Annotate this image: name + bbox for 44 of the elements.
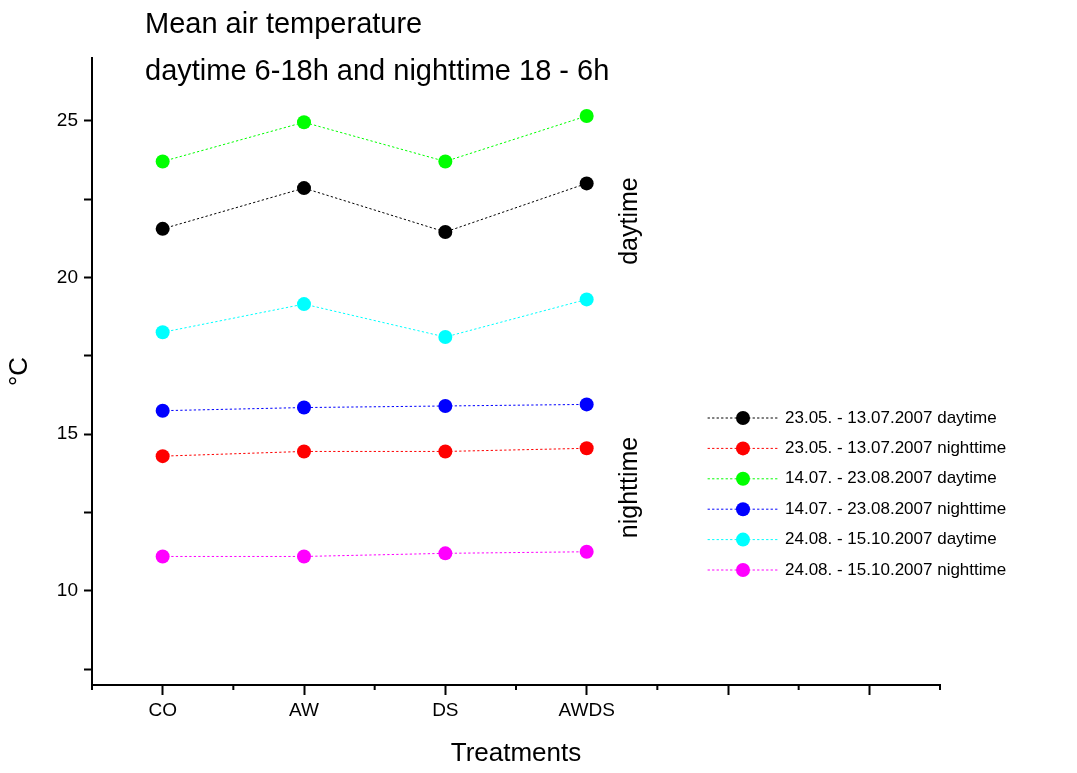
x-tick-label: AWDS (558, 698, 615, 720)
annotation: daytime (613, 177, 642, 265)
x-tick-label: CO (148, 698, 177, 720)
y-tick-label: 15 (56, 422, 78, 444)
point (297, 444, 311, 459)
point (438, 398, 453, 413)
y-tick-label: 25 (56, 108, 78, 130)
point (579, 441, 594, 456)
point (579, 176, 594, 191)
chart-title: Mean air temperature (145, 7, 423, 39)
point (155, 549, 170, 564)
chart-subtitle: daytime 6-18h and nighttime 18 - 6h (145, 54, 610, 86)
point (297, 181, 311, 196)
legend-label: 24.08. - 15.10.2007 nighttime (785, 559, 1007, 579)
point (297, 297, 311, 312)
point (579, 292, 594, 307)
point (155, 221, 170, 236)
x-tick-label: AW (289, 698, 320, 720)
point (438, 546, 453, 561)
point (155, 154, 170, 169)
y-tick-label: 10 (56, 579, 78, 601)
legend-label: 23.05. - 13.07.2007 daytime (785, 407, 997, 427)
point (438, 330, 453, 345)
legend-label: 14.07. - 23.08.2007 nighttime (785, 498, 1007, 518)
point (438, 154, 453, 169)
point (297, 400, 311, 415)
x-axis-title: Treatments (450, 736, 582, 767)
legend-label: 23.05. - 13.07.2007 nighttime (785, 438, 1007, 458)
point (155, 403, 170, 418)
x-tick-label: DS (432, 698, 459, 720)
legend-label: 14.07. - 23.08.2007 daytime (785, 468, 997, 488)
annotation: nighttime (613, 436, 642, 539)
point (297, 549, 311, 564)
point (155, 449, 170, 464)
y-axis-title: °C (2, 356, 33, 387)
point (579, 397, 594, 412)
point (579, 544, 594, 559)
point (438, 444, 453, 459)
point (155, 325, 170, 340)
legend-label: 24.08. - 15.10.2007 daytime (785, 529, 997, 549)
point (438, 224, 453, 239)
point (579, 109, 594, 123)
point (297, 115, 311, 130)
y-tick-label: 20 (56, 265, 78, 287)
